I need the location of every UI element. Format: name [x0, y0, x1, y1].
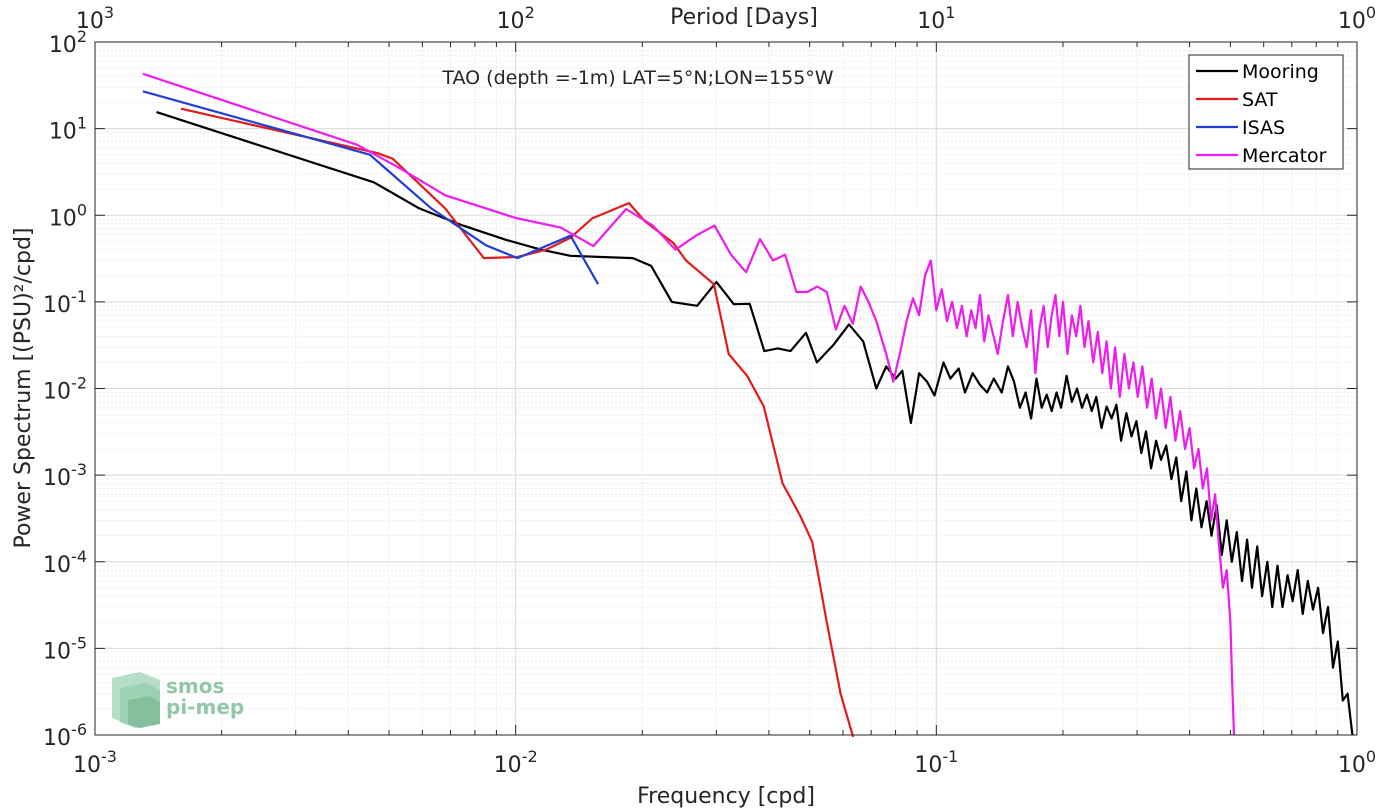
minor-grid — [95, 42, 1357, 735]
x-axis-label: Frequency [cpd] — [637, 784, 815, 809]
legend-box — [1188, 54, 1344, 170]
x-tick-label: 10-3 — [73, 747, 117, 778]
x-tick-label: 10-2 — [494, 747, 538, 778]
top-tick-label: 102 — [497, 3, 535, 34]
x-tick-label: 10-1 — [914, 747, 958, 778]
legend: Mooring SAT ISAS Mercator — [1188, 54, 1344, 170]
y-tick-label: 10-3 — [43, 460, 87, 491]
x-tick-label: 100 — [1338, 747, 1376, 778]
y-tick-label: 10-1 — [43, 287, 87, 318]
logo-smos: smos — [166, 674, 224, 698]
legend-label-mercator: Mercator — [1242, 145, 1327, 167]
axis-ticks — [94, 41, 1358, 736]
legend-label-sat: SAT — [1242, 89, 1278, 111]
series-lines — [142, 72, 1354, 738]
y-tick-label: 10-4 — [43, 547, 87, 578]
y-tick-label: 10-6 — [43, 720, 87, 751]
logo-shape-front — [128, 696, 160, 728]
series-line-isas — [142, 90, 600, 285]
top-tick-label: 101 — [917, 3, 955, 34]
y-tick-label: 102 — [49, 27, 87, 58]
watermark-logo: smos pi-mep — [112, 672, 244, 728]
series-line-mercator — [142, 72, 1236, 736]
top-tick-label: 100 — [1338, 3, 1376, 34]
series-line-sat — [180, 107, 855, 738]
top-axis-label: Period [Days] — [670, 5, 818, 30]
legend-label-mooring: Mooring — [1242, 61, 1319, 83]
y-tick-label: 10-5 — [43, 633, 87, 664]
y-tick-label: 10-2 — [43, 374, 87, 405]
legend-label-isas: ISAS — [1242, 117, 1285, 139]
major-grid — [94, 41, 1358, 736]
y-axis-label: Power Spectrum [(PSU)²/cpd] — [11, 227, 36, 548]
chart-title: TAO (depth =-1m) LAT=5°N;LON=155°W — [441, 67, 833, 89]
top-tick-label: 103 — [76, 3, 114, 34]
series-line-mooring — [156, 111, 1354, 736]
y-tick-label: 101 — [49, 114, 87, 145]
logo-pimep: pi-mep — [166, 695, 244, 719]
y-tick-label: 100 — [49, 200, 87, 231]
